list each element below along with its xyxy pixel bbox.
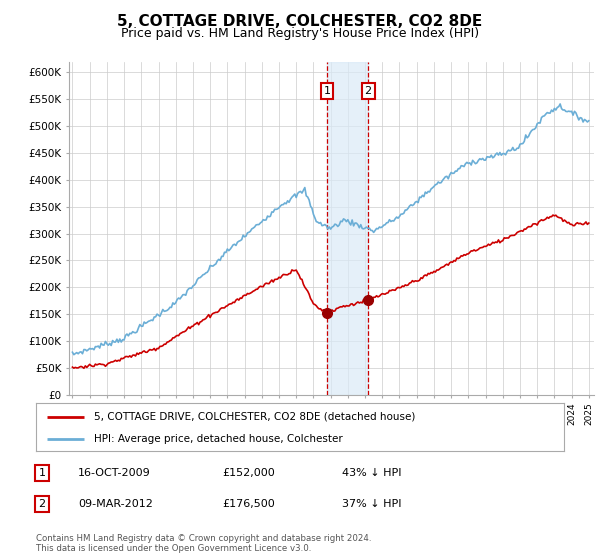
Text: 2: 2 [38,499,46,509]
Bar [327,62,368,395]
Text: 5, COTTAGE DRIVE, COLCHESTER, CO2 8DE: 5, COTTAGE DRIVE, COLCHESTER, CO2 8DE [118,14,482,29]
Text: 2: 2 [365,86,372,96]
Text: 16-OCT-2009: 16-OCT-2009 [78,468,151,478]
Text: 1: 1 [38,468,46,478]
Text: HPI: Average price, detached house, Colchester: HPI: Average price, detached house, Colc… [94,434,343,444]
Text: 09-MAR-2012: 09-MAR-2012 [78,499,153,509]
Text: Price paid vs. HM Land Registry's House Price Index (HPI): Price paid vs. HM Land Registry's House … [121,27,479,40]
Text: 37% ↓ HPI: 37% ↓ HPI [342,499,401,509]
Text: £152,000: £152,000 [222,468,275,478]
Text: £176,500: £176,500 [222,499,275,509]
Text: 43% ↓ HPI: 43% ↓ HPI [342,468,401,478]
Text: 1: 1 [323,86,331,96]
Text: Contains HM Land Registry data © Crown copyright and database right 2024.
This d: Contains HM Land Registry data © Crown c… [36,534,371,553]
Text: 5, COTTAGE DRIVE, COLCHESTER, CO2 8DE (detached house): 5, COTTAGE DRIVE, COLCHESTER, CO2 8DE (d… [94,412,415,422]
